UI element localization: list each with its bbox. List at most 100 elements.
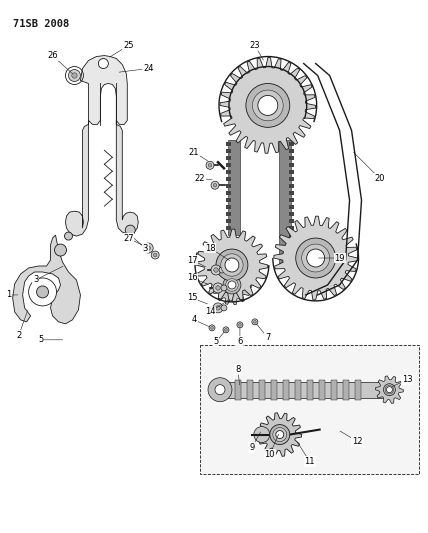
Circle shape bbox=[68, 69, 80, 82]
Circle shape bbox=[151, 251, 159, 259]
Text: 4: 4 bbox=[191, 316, 197, 325]
Circle shape bbox=[216, 305, 220, 310]
Bar bbox=[307, 379, 313, 400]
Text: 9: 9 bbox=[249, 443, 255, 452]
Circle shape bbox=[385, 385, 394, 394]
Polygon shape bbox=[196, 229, 268, 301]
Circle shape bbox=[216, 286, 220, 290]
Polygon shape bbox=[212, 265, 252, 305]
Circle shape bbox=[213, 303, 223, 313]
Bar bbox=[226, 198, 231, 202]
Bar bbox=[226, 219, 231, 223]
Circle shape bbox=[226, 279, 238, 291]
Polygon shape bbox=[375, 376, 403, 403]
Circle shape bbox=[253, 90, 283, 121]
Bar bbox=[330, 379, 336, 400]
Circle shape bbox=[307, 249, 325, 267]
Text: 10: 10 bbox=[265, 450, 275, 459]
Circle shape bbox=[223, 327, 229, 333]
Bar bbox=[289, 219, 294, 223]
Polygon shape bbox=[65, 120, 89, 236]
Bar bbox=[289, 149, 294, 154]
Bar bbox=[289, 212, 294, 216]
Circle shape bbox=[223, 276, 241, 294]
Polygon shape bbox=[274, 216, 357, 300]
Bar bbox=[226, 163, 231, 167]
Text: 5: 5 bbox=[38, 335, 43, 344]
Circle shape bbox=[208, 378, 232, 402]
Bar bbox=[200, 345, 419, 474]
Circle shape bbox=[213, 283, 223, 293]
Bar bbox=[279, 140, 291, 265]
Bar bbox=[289, 177, 294, 181]
Text: 6: 6 bbox=[237, 337, 243, 346]
Circle shape bbox=[270, 425, 290, 445]
Text: 24: 24 bbox=[143, 64, 154, 73]
Text: 21: 21 bbox=[189, 148, 199, 157]
Bar bbox=[319, 379, 325, 400]
Text: 1: 1 bbox=[6, 290, 11, 300]
Circle shape bbox=[273, 427, 287, 441]
Circle shape bbox=[219, 267, 225, 273]
Circle shape bbox=[221, 254, 243, 276]
Circle shape bbox=[228, 281, 236, 289]
Bar bbox=[226, 156, 231, 160]
Bar bbox=[235, 379, 241, 400]
Text: 22: 22 bbox=[195, 174, 205, 183]
Bar bbox=[354, 379, 360, 400]
Bar bbox=[289, 233, 294, 237]
Bar bbox=[215, 382, 389, 398]
Circle shape bbox=[54, 244, 66, 256]
Bar bbox=[247, 379, 253, 400]
Polygon shape bbox=[116, 120, 138, 234]
Bar bbox=[271, 379, 277, 400]
Text: 14: 14 bbox=[205, 308, 215, 317]
Bar bbox=[289, 191, 294, 195]
Bar bbox=[283, 379, 289, 400]
Text: 16: 16 bbox=[187, 273, 197, 282]
Bar bbox=[226, 184, 231, 188]
Circle shape bbox=[211, 181, 219, 189]
Polygon shape bbox=[13, 235, 80, 324]
Text: 17: 17 bbox=[187, 255, 197, 264]
Bar bbox=[259, 379, 265, 400]
Circle shape bbox=[146, 246, 151, 251]
Text: 5: 5 bbox=[214, 337, 219, 346]
Circle shape bbox=[213, 183, 217, 187]
Text: 13: 13 bbox=[402, 375, 413, 384]
Circle shape bbox=[216, 249, 248, 281]
Text: 11: 11 bbox=[304, 457, 315, 466]
Circle shape bbox=[386, 386, 392, 393]
Circle shape bbox=[36, 286, 48, 298]
Text: 25: 25 bbox=[123, 41, 134, 50]
Bar bbox=[295, 379, 301, 400]
Text: 20: 20 bbox=[374, 174, 385, 183]
Bar bbox=[289, 254, 294, 258]
Bar bbox=[289, 184, 294, 188]
Circle shape bbox=[221, 285, 227, 291]
Bar bbox=[289, 198, 294, 202]
Circle shape bbox=[383, 384, 395, 395]
Polygon shape bbox=[258, 413, 302, 456]
Bar bbox=[226, 226, 231, 230]
Circle shape bbox=[143, 243, 153, 253]
Bar bbox=[226, 191, 231, 195]
Text: 26: 26 bbox=[47, 51, 58, 60]
Bar bbox=[289, 170, 294, 174]
Circle shape bbox=[221, 305, 227, 311]
Circle shape bbox=[65, 232, 72, 240]
Bar bbox=[228, 140, 240, 235]
Bar bbox=[226, 170, 231, 174]
Circle shape bbox=[206, 161, 214, 169]
Bar bbox=[289, 226, 294, 230]
Text: 23: 23 bbox=[250, 41, 260, 50]
Text: 71SB 2008: 71SB 2008 bbox=[13, 19, 69, 29]
Bar bbox=[289, 205, 294, 209]
Circle shape bbox=[276, 431, 284, 439]
Circle shape bbox=[98, 59, 108, 69]
Circle shape bbox=[72, 73, 77, 78]
Circle shape bbox=[258, 95, 278, 116]
Bar bbox=[289, 163, 294, 167]
Text: 7: 7 bbox=[265, 333, 270, 342]
Circle shape bbox=[238, 324, 241, 326]
